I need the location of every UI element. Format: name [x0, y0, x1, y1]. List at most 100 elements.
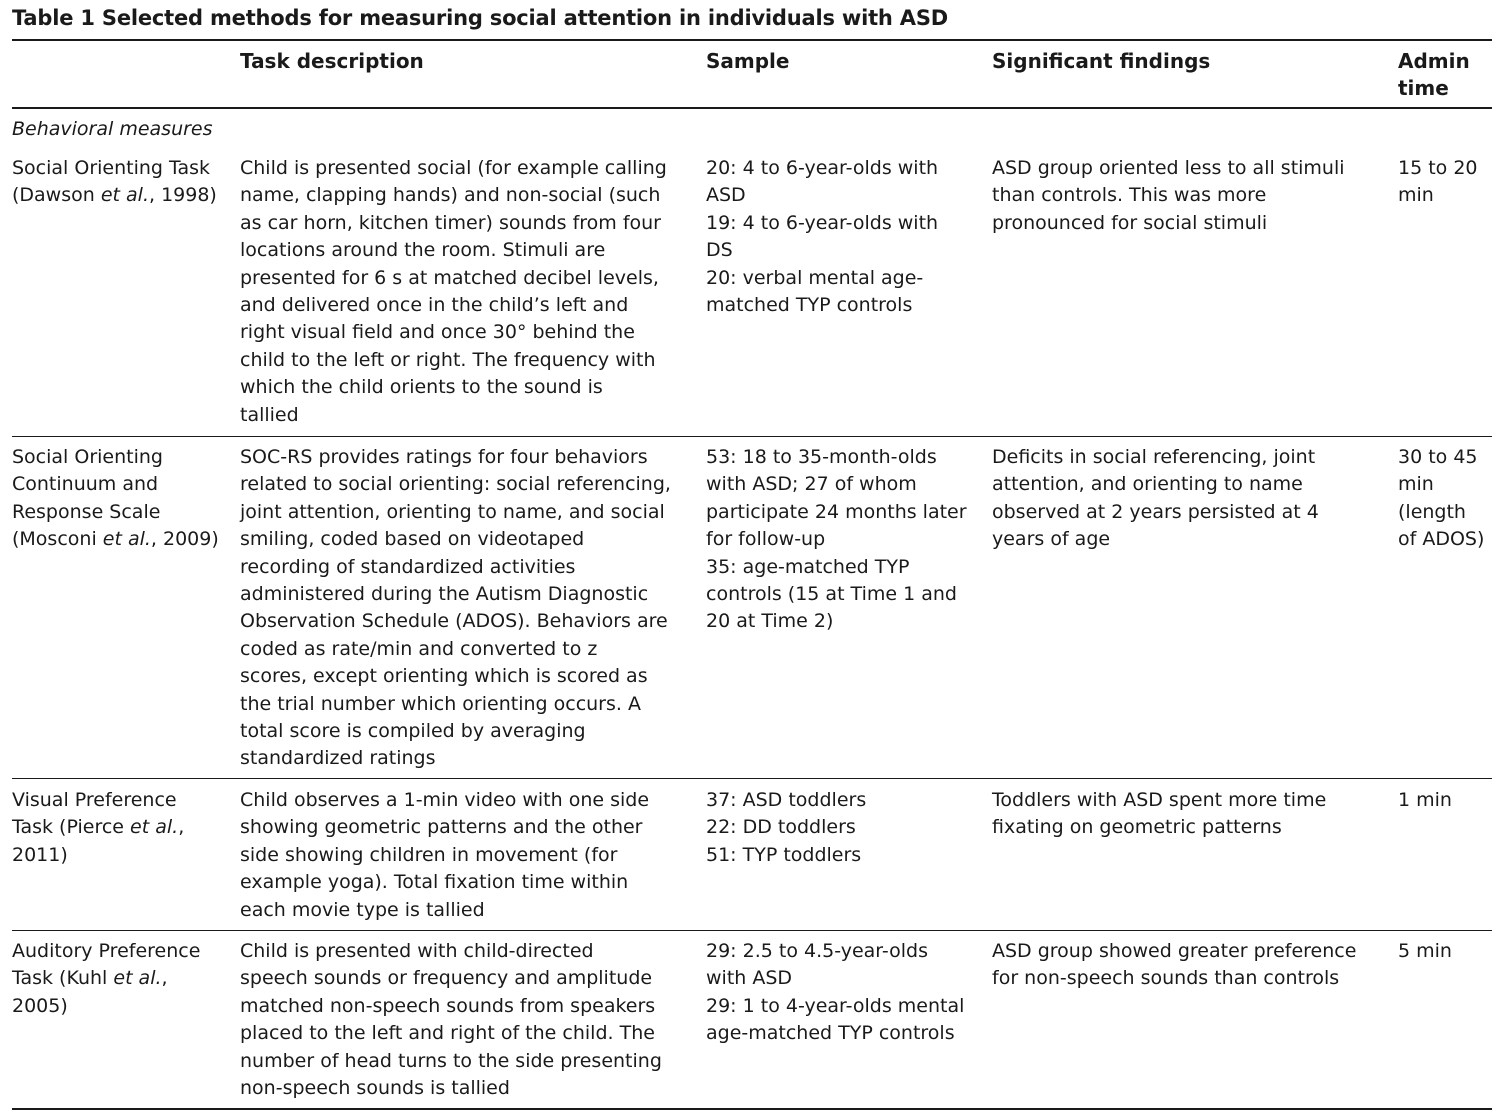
- cell-line: 20 at Time 2): [706, 610, 834, 633]
- cell-line: which the child orients to the sound is: [240, 376, 603, 399]
- method-cell: Social Orienting Continuum and Response …: [12, 444, 226, 554]
- method-name: Auditory Preference: [12, 940, 201, 962]
- cell-line: 51: TYP toddlers: [706, 843, 862, 866]
- header-sample: Sample: [706, 49, 790, 73]
- row-divider: [12, 930, 1492, 931]
- cell-line: presented for 6 s at matched decibel lev…: [240, 266, 659, 289]
- cell-line: 19: 4 to 6-year-olds with: [706, 211, 939, 234]
- cell-line: each movie type is tallied: [240, 898, 485, 921]
- cell-line: attention, and orienting to name: [992, 473, 1303, 496]
- cell-line: and delivered once in the child’s left a…: [240, 294, 629, 317]
- cell-line: of ADOS): [1398, 528, 1485, 551]
- cell-line: administered during the Autism Diagnosti…: [240, 583, 649, 606]
- cell-line: recording of standardized activities: [240, 555, 576, 578]
- method-citation: 2011): [12, 843, 68, 866]
- sample-cell: 29: 2.5 to 4.5-year-olds with ASD 29: 1 to…: [706, 938, 981, 1048]
- method-name: Social Orienting: [12, 446, 163, 468]
- task-description-cell: Child is presented social (for example c…: [240, 155, 692, 429]
- cell-line: Deficits in social referencing, joint: [992, 446, 1316, 468]
- task-description-cell: Child is presented with child-directed sp…: [240, 938, 692, 1102]
- cell-line: 53: 18 to 35-month-olds: [706, 446, 937, 468]
- cell-line: smiling, coded based on videotaped: [240, 528, 585, 551]
- cell-line: matched TYP controls: [706, 294, 913, 317]
- cell-line: 22: DD toddlers: [706, 816, 856, 839]
- cell-line: right visual field and once 30° behind t…: [240, 321, 635, 344]
- cell-line: showing geometric patterns and the other: [240, 816, 643, 839]
- method-cell: Visual Preference Task (Pierce et al., 2…: [12, 787, 226, 869]
- cell-line: 30 to 45: [1398, 446, 1478, 468]
- cell-line: tallied: [240, 403, 299, 426]
- cell-line: non-speech sounds is tallied: [240, 1077, 510, 1100]
- cell-line: with ASD: [706, 967, 793, 990]
- method-cell: Auditory Preference Task (Kuhl et al., 2…: [12, 938, 226, 1020]
- cell-line: 5 min: [1398, 940, 1452, 962]
- cell-line: example yoga). Total fixation time withi…: [240, 871, 629, 894]
- cell-line: name, clapping hands) and non-social (su…: [240, 184, 661, 207]
- admin-time-cell: 1 min: [1398, 787, 1494, 814]
- cell-line: ASD: [706, 184, 746, 207]
- method-citation: (Mosconi et al., 2009): [12, 528, 219, 551]
- method-name: Response Scale: [12, 500, 161, 523]
- sample-cell: 53: 18 to 35-month-olds with ASD; 27 of w…: [706, 444, 981, 636]
- table-caption: Table 1 Selected methods for measuring s…: [12, 6, 948, 30]
- cell-line: for non-speech sounds than controls: [992, 967, 1340, 990]
- cell-line: ASD group showed greater preference: [992, 940, 1357, 962]
- row-divider: [12, 436, 1492, 437]
- header-task-description: Task description: [240, 49, 424, 73]
- admin-time-cell: 15 to 20 min: [1398, 155, 1494, 210]
- header-admin-time-line: time: [1398, 76, 1449, 100]
- cell-line: with ASD; 27 of whom: [706, 473, 917, 496]
- cell-line: joint attention, orienting to name, and …: [240, 500, 665, 523]
- cell-line: placed to the left and right of the chil…: [240, 1022, 655, 1045]
- cell-line: Child is presented with child-directed: [240, 940, 594, 962]
- cell-line: participate 24 months later: [706, 500, 967, 523]
- cell-line: for follow-up: [706, 528, 826, 551]
- cell-line: coded as rate/min and converted to z: [240, 637, 598, 660]
- cell-line: observed at 2 years persisted at 4: [992, 500, 1319, 523]
- admin-time-cell: 30 to 45 min (length of ADOS): [1398, 444, 1494, 554]
- cell-line: locations around the room. Stimuli are: [240, 239, 606, 262]
- header-admin-time-line: Admin: [1398, 49, 1470, 73]
- cell-line: matched non-speech sounds from speakers: [240, 994, 656, 1017]
- cell-line: years of age: [992, 528, 1111, 551]
- cell-line: Observation Schedule (ADOS). Behaviors a…: [240, 610, 668, 633]
- method-cell: Social Orienting Task (Dawson et al., 19…: [12, 155, 226, 210]
- method-name: Social Orienting Task: [12, 157, 211, 179]
- cell-line: side showing children in movement (for: [240, 843, 618, 866]
- cell-line: SOC-RS provides ratings for four behavio…: [240, 446, 648, 468]
- cell-line: 29: 1 to 4-year-olds mental: [706, 994, 965, 1017]
- cell-line: min: [1398, 473, 1434, 496]
- method-name: Visual Preference: [12, 789, 177, 811]
- cell-line: scores, except orienting which is scored…: [240, 665, 648, 688]
- cell-line: 29: 2.5 to 4.5-year-olds: [706, 940, 928, 962]
- findings-cell: ASD group showed greater preference for n…: [992, 938, 1384, 993]
- header-admin-time: Admin time: [1398, 48, 1470, 102]
- cell-line: 1 min: [1398, 789, 1452, 811]
- cell-line: controls (15 at Time 1 and: [706, 583, 957, 606]
- cell-line: speech sounds or frequency and amplitude: [240, 967, 653, 990]
- cell-line: (length: [1398, 500, 1466, 523]
- section-label: Behavioral measures: [12, 118, 213, 140]
- cell-line: 15 to 20: [1398, 157, 1478, 179]
- sample-cell: 20: 4 to 6-year-olds with ASD 19: 4 to 6-y…: [706, 155, 981, 319]
- cell-line: Child is presented social (for example c…: [240, 157, 667, 179]
- findings-cell: Deficits in social referencing, joint att…: [992, 444, 1384, 554]
- cell-line: as car horn, kitchen timer) sounds from …: [240, 211, 661, 234]
- header-rule: [12, 107, 1492, 109]
- cell-line: age-matched TYP controls: [706, 1022, 955, 1045]
- caption-rule: [12, 39, 1492, 41]
- task-description-cell: SOC-RS provides ratings for four behavio…: [240, 444, 692, 773]
- header-significant-findings: Significant findings: [992, 49, 1211, 73]
- table-bottom-rule: [12, 1108, 1492, 1110]
- cell-line: 20: verbal mental age-: [706, 266, 924, 289]
- cell-line: DS: [706, 239, 733, 262]
- cell-line: fixating on geometric patterns: [992, 816, 1282, 839]
- method-name: Continuum and: [12, 473, 159, 496]
- cell-line: number of head turns to the side present…: [240, 1049, 662, 1072]
- admin-time-cell: 5 min: [1398, 938, 1494, 965]
- method-citation: Task (Pierce et al.,: [12, 816, 185, 839]
- cell-line: ASD group oriented less to all stimuli: [992, 157, 1345, 179]
- cell-line: Toddlers with ASD spent more time: [992, 789, 1327, 811]
- cell-line: the trial number which orienting occurs.…: [240, 692, 641, 715]
- cell-line: standardized ratings: [240, 747, 436, 770]
